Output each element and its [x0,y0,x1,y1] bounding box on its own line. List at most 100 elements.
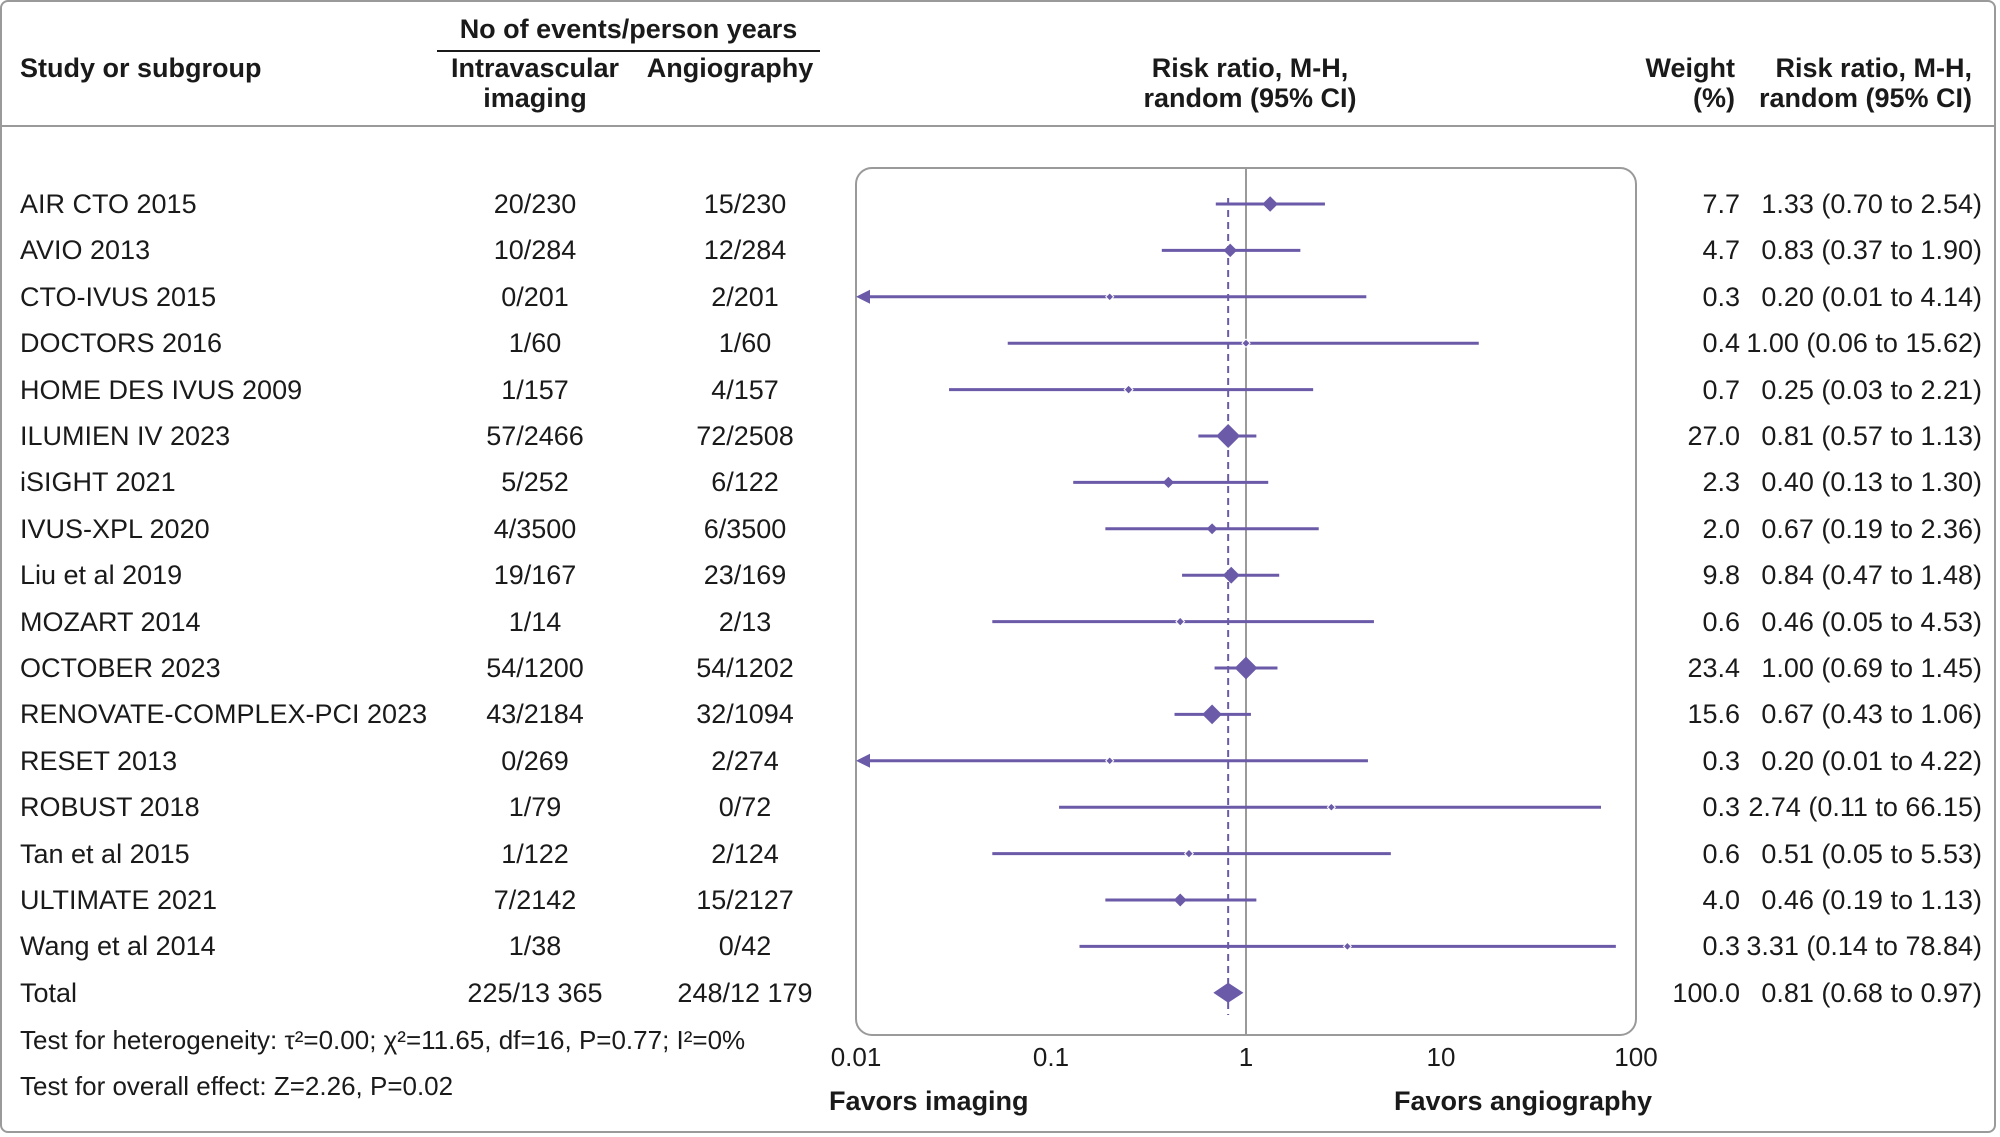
angiography-events: 1/60 [718,328,772,359]
imaging-events: 20/230 [493,189,577,219]
weight-value: 0.3 [1702,745,1740,776]
angiography-events: 4/157 [711,374,779,405]
risk-ratio-value: 0.46 (0.05 to 4.53) [1761,606,1982,637]
overall-effect-test: Test for overall effect: Z=2.26, P=0.02 [20,1071,454,1101]
header-rr-plot-line2: random (95% CI) [1143,83,1357,113]
x-tick-label: 10 [1427,1042,1456,1072]
imaging-events: 0/201 [501,281,569,312]
header-rr-plot-line1: Risk ratio, M-H, [1151,53,1349,83]
header-events-group: No of events/person years [459,14,798,44]
imaging-events: 4/3500 [493,513,577,544]
risk-ratio-value: 2.74 (0.11 to 66.15) [1748,792,1982,823]
table-row: IVUS-XPL 2020 4/3500 6/3500 2.0 0.67 (0.… [0,506,2000,552]
imaging-events: 1/14 [508,606,562,637]
point-estimate-marker [1326,802,1337,812]
angiography-events: 2/274 [711,745,779,776]
imaging-events: 5/252 [501,467,569,498]
study-name: iSIGHT 2021 [20,467,176,498]
header-weight-line1: Weight [1645,53,1736,83]
x-tick-label: 100 [1614,1042,1657,1072]
table-row: Wang et al 2014 1/38 0/42 0.3 3.31 (0.14… [0,923,2000,969]
weight-value: 0.3 [1702,792,1740,823]
weight-value: 0.4 [1702,328,1740,359]
risk-ratio-value: 0.84 (0.47 to 1.48) [1761,560,1982,591]
weight-value: 4.0 [1702,885,1740,915]
point-estimate-marker [1202,704,1222,725]
angiography-events: 23/169 [703,560,787,591]
imaging-events: 1/38 [508,931,562,962]
point-estimate-marker [1105,292,1115,302]
point-estimate-marker [1105,756,1115,766]
imaging-events: 43/2184 [486,699,584,730]
table-row: AVIO 2013 10/284 12/284 4.7 0.83 (0.37 t… [0,227,2000,273]
table-row: AIR CTO 2015 20/230 15/230 7.7 1.33 (0.7… [0,181,2000,227]
study-name: AIR CTO 2015 [20,189,197,219]
point-estimate-marker [1262,196,1278,212]
header-rule [0,125,1996,127]
point-estimate-marker [1342,941,1353,952]
angiography-events: 15/230 [703,189,787,219]
study-name: ROBUST 2018 [20,792,200,823]
risk-ratio-value: 3.31 (0.14 to 78.84) [1746,931,1982,962]
study-name: Tan et al 2015 [20,838,190,869]
study-name: AVIO 2013 [20,235,151,266]
ci-arrow-left [856,753,870,768]
header-study: Study or subgroup [20,53,262,83]
point-estimate-marker [1234,656,1258,680]
header-imaging-line2: imaging [483,83,587,113]
table-row: OCTOBER 2023 54/1200 54/1202 23.4 1.00 (… [0,645,2000,691]
header-rr-text-line2: random (95% CI) [1758,83,1972,113]
imaging-events: 0/269 [501,745,569,776]
risk-ratio-value: 0.51 (0.05 to 5.53) [1761,838,1982,869]
angiography-events: 248/12 179 [677,977,813,1008]
risk-ratio-value: 0.67 (0.19 to 2.36) [1761,513,1982,544]
imaging-events: 57/2466 [486,421,584,451]
imaging-events: 7/2142 [493,885,577,915]
imaging-events: 1/122 [501,838,569,869]
angiography-events: 72/2508 [696,421,794,451]
table-row: ROBUST 2018 1/79 0/72 0.3 2.74 (0.11 to … [0,784,2000,830]
point-estimate-marker [1123,384,1134,395]
favors-angiography-label: Favors angiography [1394,1086,1653,1116]
study-name: RENOVATE-COMPLEX-PCI 2023 [20,699,428,730]
weight-value: 2.3 [1702,467,1740,498]
study-name: HOME DES IVUS 2009 [20,374,303,405]
x-tick-label: 0.1 [1033,1042,1069,1072]
imaging-events: 10/284 [493,235,577,266]
study-name: DOCTORS 2016 [20,328,223,359]
ci-arrow-left [856,289,870,304]
point-estimate-marker [1206,523,1218,535]
imaging-events: 225/13 365 [467,977,603,1008]
imaging-events: 1/60 [508,328,562,359]
header-rr-text: Risk ratio, M-H, random (95% CI) [1735,53,1972,113]
weight-value: 15.6 [1687,699,1740,730]
risk-ratio-value: 1.00 (0.06 to 15.62) [1746,328,1982,359]
header-events-rule [437,50,820,52]
risk-ratio-value: 0.81 (0.57 to 1.13) [1761,421,1982,451]
angiography-events: 15/2127 [696,885,794,915]
heterogeneity-test: Test for heterogeneity: τ²=0.00; χ²=11.6… [20,1025,746,1055]
risk-ratio-value: 0.25 (0.03 to 2.21) [1761,374,1982,405]
study-name: CTO-IVUS 2015 [20,281,217,312]
weight-value: 9.8 [1702,560,1740,591]
table-row: ILUMIEN IV 2023 57/2466 72/2508 27.0 0.8… [0,413,2000,459]
risk-ratio-value: 1.00 (0.69 to 1.45) [1761,653,1982,683]
pooled-diamond [1213,982,1244,1003]
table-row: RENOVATE-COMPLEX-PCI 2023 43/2184 32/109… [0,691,2000,737]
study-name: RESET 2013 [20,745,178,776]
weight-value: 100.0 [1672,977,1740,1008]
weight-value: 0.6 [1702,838,1740,869]
table-row: MOZART 2014 1/14 2/13 0.6 0.46 (0.05 to … [0,599,2000,645]
imaging-events: 1/157 [501,374,569,405]
weight-value: 23.4 [1687,653,1740,683]
risk-ratio-value: 0.83 (0.37 to 1.90) [1761,235,1982,266]
study-name: Liu et al 2019 [20,560,183,591]
weight-value: 0.6 [1702,606,1740,637]
total-row: Total 225/13 365 248/12 179 100.0 0.81 (… [0,970,2000,1016]
header-imaging-line1: Intravascular [450,53,620,83]
point-estimate-marker [1173,893,1187,907]
imaging-events: 54/1200 [486,653,584,683]
imaging-events: 19/167 [493,560,577,591]
